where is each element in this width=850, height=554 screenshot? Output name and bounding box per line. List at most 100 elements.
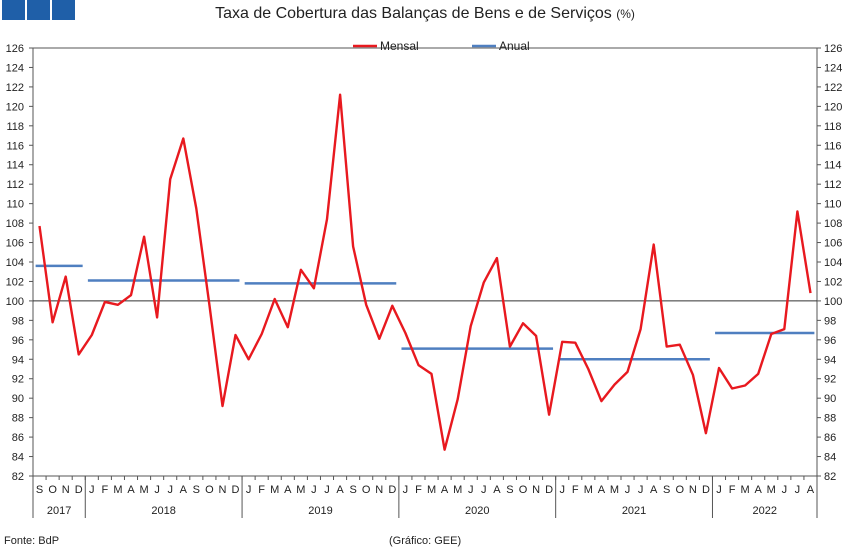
y-tick-label-right: 104 (824, 257, 842, 269)
x-month-label: J (468, 484, 474, 496)
x-month-label: J (246, 484, 252, 496)
y-tick-label-left: 116 (6, 140, 24, 152)
y-tick-label-right: 82 (824, 471, 836, 483)
x-month-label: J (311, 484, 317, 496)
x-month-label: N (218, 484, 226, 496)
chart-title-text: Taxa de Cobertura das Balanças de Bens e… (215, 5, 612, 22)
x-month-label: M (113, 484, 122, 496)
x-month-label: D (545, 484, 553, 496)
y-tick-label-right: 108 (824, 218, 842, 230)
y-tick-label-left: 112 (6, 179, 24, 191)
x-month-label: M (741, 484, 750, 496)
y-tick-label-right: 116 (824, 140, 842, 152)
y-tick-label-left: 82 (12, 471, 24, 483)
x-month-label: J (716, 484, 722, 496)
y-tick-label-left: 86 (12, 432, 24, 444)
x-month-label: A (441, 484, 449, 496)
x-month-label: A (336, 484, 344, 496)
y-tick-label-right: 120 (824, 101, 842, 113)
y-tick-label-left: 114 (6, 160, 24, 172)
y-tick-label-right: 100 (824, 296, 842, 308)
y-tick-label-left: 100 (6, 296, 24, 308)
x-month-label: J (167, 484, 173, 496)
x-month-label: F (729, 484, 736, 496)
x-month-label: M (139, 484, 148, 496)
x-month-label: O (362, 484, 371, 496)
y-tick-label-left: 126 (6, 43, 24, 55)
x-month-label: M (584, 484, 593, 496)
y-tick-label-left: 84 (12, 452, 24, 464)
year-label: 2022 (752, 505, 776, 517)
x-month-label: A (180, 484, 188, 496)
x-month-label: D (702, 484, 710, 496)
x-month-label: M (296, 484, 305, 496)
year-label: 2021 (622, 505, 646, 517)
chart-title: Taxa de Cobertura das Balanças de Bens e… (0, 5, 850, 23)
x-month-label: M (427, 484, 436, 496)
y-tick-label-right: 112 (824, 179, 842, 191)
x-month-label: M (453, 484, 462, 496)
logo-square-1 (2, 0, 25, 20)
y-tick-label-right: 118 (824, 121, 842, 133)
y-tick-label-right: 90 (824, 393, 836, 405)
y-tick-label-left: 96 (12, 335, 24, 347)
x-month-label: O (676, 484, 685, 496)
x-month-label: A (493, 484, 501, 496)
x-month-label: M (270, 484, 279, 496)
x-month-label: F (572, 484, 579, 496)
y-tick-label-left: 120 (6, 101, 24, 113)
x-month-label: S (506, 484, 513, 496)
x-month-label: J (625, 484, 631, 496)
y-tick-label-right: 86 (824, 432, 836, 444)
y-tick-label-right: 114 (824, 160, 842, 172)
y-tick-label-left: 122 (6, 82, 24, 94)
x-month-label: J (481, 484, 487, 496)
year-label: 2019 (308, 505, 332, 517)
y-tick-label-right: 102 (824, 276, 842, 288)
x-month-label: A (598, 484, 606, 496)
year-label: 2017 (47, 505, 71, 517)
legend-label-anual: Anual (499, 39, 530, 53)
y-tick-label-left: 102 (6, 276, 24, 288)
logo-square-2 (27, 0, 50, 20)
x-month-label: F (415, 484, 422, 496)
x-month-label: J (795, 484, 801, 496)
y-tick-label-right: 92 (824, 374, 836, 386)
y-tick-label-left: 88 (12, 413, 24, 425)
y-tick-label-right: 122 (824, 82, 842, 94)
x-month-label: F (258, 484, 265, 496)
x-month-label: A (127, 484, 135, 496)
legend-label-mensal: Mensal (380, 39, 419, 53)
y-tick-label-left: 90 (12, 393, 24, 405)
x-month-label: O (205, 484, 214, 496)
y-tick-label-right: 94 (824, 354, 836, 366)
x-month-label: D (388, 484, 396, 496)
x-month-label: A (284, 484, 292, 496)
logo-square-3 (52, 0, 75, 20)
y-tick-label-left: 118 (6, 121, 24, 133)
x-month-label: J (559, 484, 565, 496)
x-month-label: N (532, 484, 540, 496)
x-month-label: O (519, 484, 528, 496)
y-tick-label-left: 110 (6, 199, 24, 211)
y-tick-label-left: 124 (6, 62, 24, 74)
x-month-label: M (767, 484, 776, 496)
y-tick-label-right: 88 (824, 413, 836, 425)
series-line-mensal (38, 93, 812, 451)
x-month-label: S (193, 484, 200, 496)
x-month-label: S (663, 484, 670, 496)
y-tick-label-right: 124 (824, 62, 842, 74)
x-month-label: O (48, 484, 57, 496)
x-month-label: J (782, 484, 788, 496)
y-tick-label-right: 84 (824, 452, 836, 464)
y-tick-label-left: 98 (12, 315, 24, 327)
x-month-label: N (689, 484, 697, 496)
x-month-label: J (638, 484, 644, 496)
plot-area-frame (32, 47, 818, 477)
y-tick-label-left: 92 (12, 374, 24, 386)
x-month-label: F (101, 484, 108, 496)
y-tick-label-right: 110 (824, 199, 842, 211)
y-tick-label-left: 94 (12, 354, 24, 366)
chart-title-unit: (%) (616, 7, 635, 21)
year-label: 2020 (465, 505, 489, 517)
